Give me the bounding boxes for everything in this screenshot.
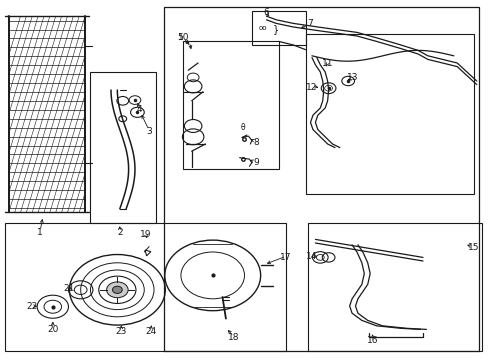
Bar	[5, 223, 285, 351]
Text: 2: 2	[117, 228, 122, 237]
Text: 7: 7	[307, 19, 313, 28]
Circle shape	[112, 286, 122, 293]
Text: 18: 18	[227, 333, 239, 342]
Bar	[163, 7, 478, 351]
Text: 16: 16	[366, 336, 378, 345]
Bar	[307, 223, 481, 351]
Text: 4: 4	[136, 105, 142, 114]
Text: 5: 5	[177, 33, 183, 42]
Bar	[183, 41, 278, 169]
Text: 13: 13	[346, 73, 358, 82]
Text: 9: 9	[253, 158, 259, 167]
Bar	[305, 34, 473, 194]
Text: 23: 23	[115, 328, 127, 336]
Text: oo: oo	[258, 25, 266, 31]
Text: 8: 8	[253, 138, 259, 147]
Text: 19: 19	[140, 230, 151, 239]
Bar	[251, 11, 305, 45]
Text: 6: 6	[263, 8, 269, 17]
Text: 10: 10	[177, 33, 189, 42]
Text: 14: 14	[305, 252, 317, 261]
Text: 11: 11	[321, 58, 333, 68]
Bar	[90, 72, 156, 223]
Circle shape	[106, 282, 128, 298]
Text: 20: 20	[47, 325, 59, 334]
Text: 12: 12	[305, 83, 317, 91]
Text: 21: 21	[63, 284, 75, 293]
Text: }: }	[272, 24, 279, 35]
Text: 22: 22	[26, 302, 38, 311]
Text: 24: 24	[144, 328, 156, 336]
Text: 1: 1	[37, 228, 43, 237]
Text: 17: 17	[280, 253, 291, 262]
Text: θ: θ	[240, 123, 245, 132]
Text: 15: 15	[467, 243, 478, 252]
Text: 3: 3	[146, 127, 152, 136]
